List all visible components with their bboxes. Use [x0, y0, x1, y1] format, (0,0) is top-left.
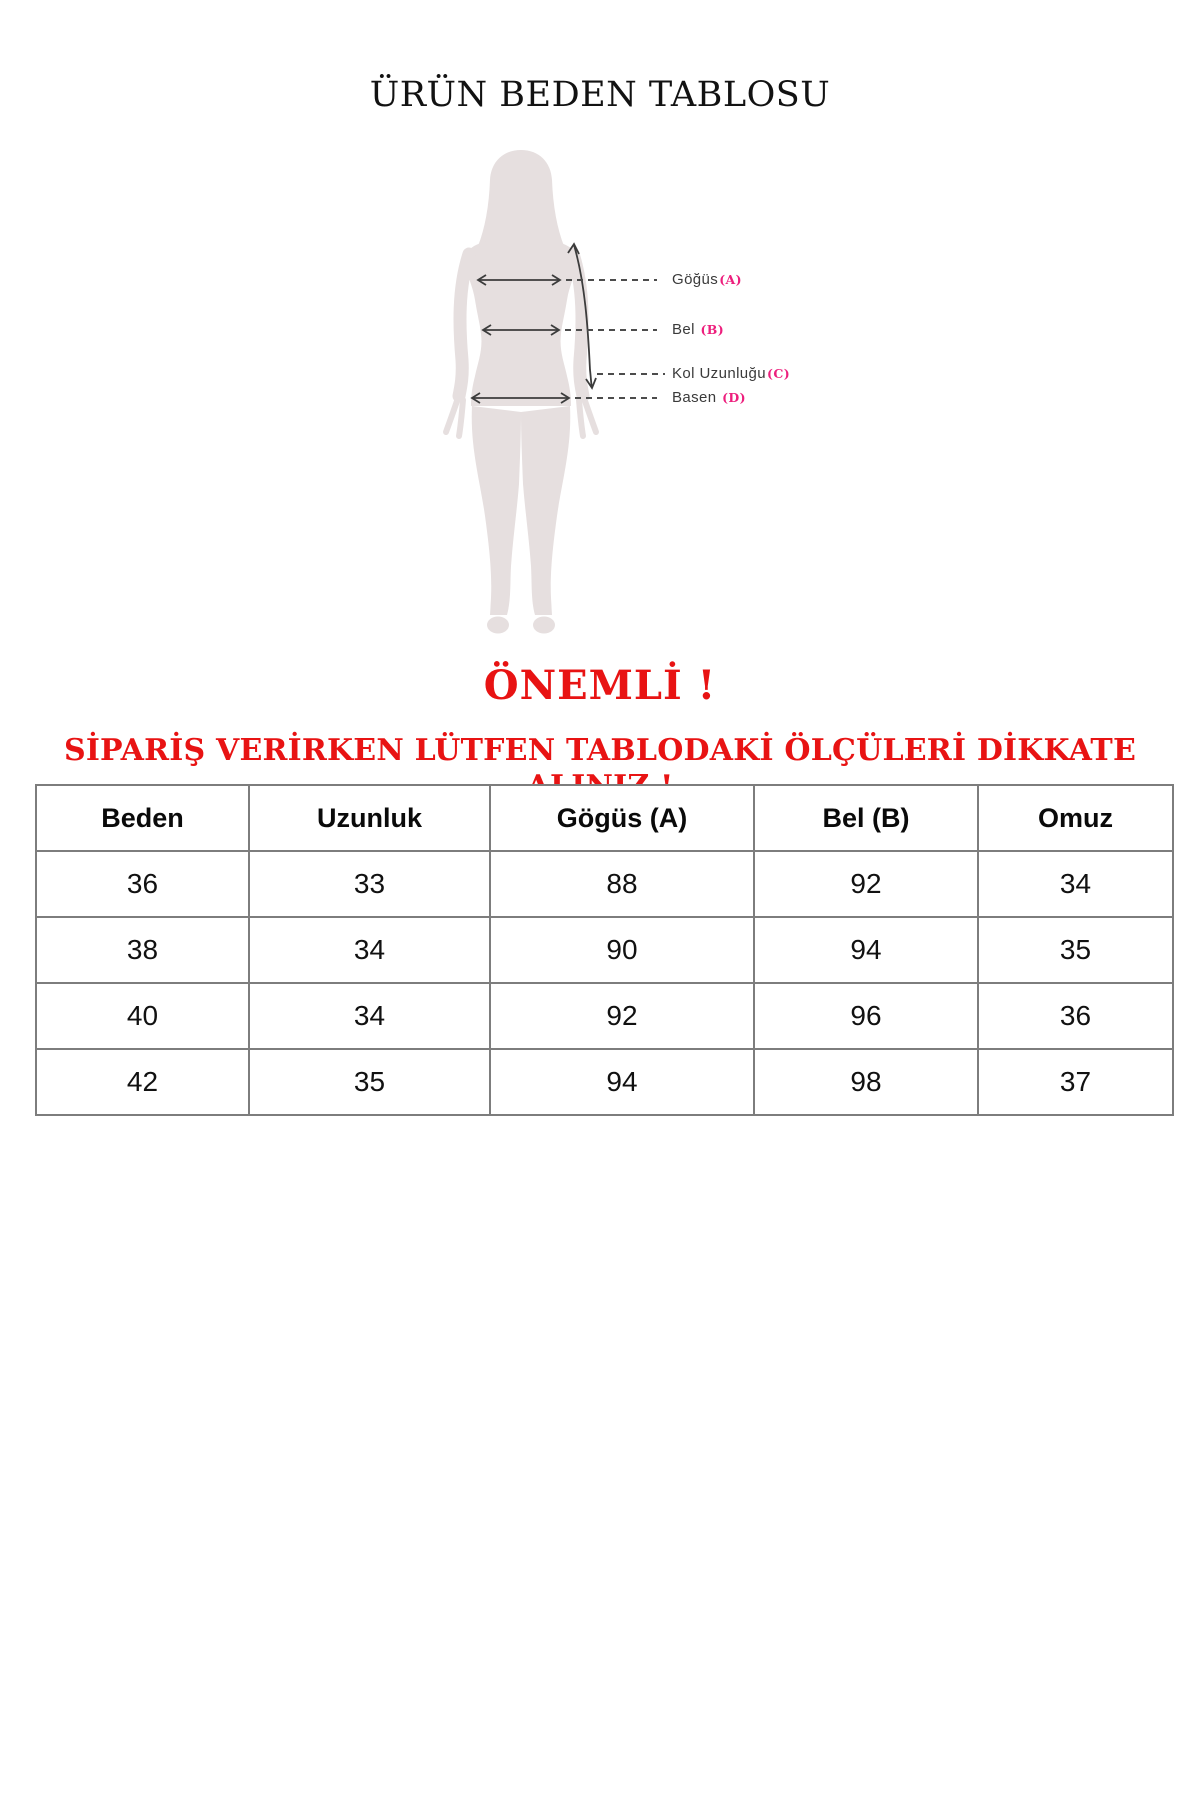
size-table: Beden Uzunluk Gögüs (A) Bel (B) Omuz 36 …: [35, 784, 1174, 1116]
measure-label-kol-uzunlugu: Kol Uzunluğu(C): [672, 365, 790, 383]
waist-measure-arrow: [481, 324, 561, 336]
cell-uzunluk: 34: [248, 916, 491, 984]
size-row-38: 38 34 90 94 35: [35, 916, 1174, 984]
cell-uzunluk: 34: [248, 982, 491, 1050]
cell-uzunluk: 35: [248, 1048, 491, 1116]
cell-uzunluk: 33: [248, 850, 491, 918]
header-bel: Bel (B): [753, 784, 979, 852]
header-omuz: Omuz: [977, 784, 1174, 852]
measure-label-bel-letter: (B): [700, 322, 725, 337]
cell-gogus: 90: [489, 916, 755, 984]
measure-label-basen: Basen (D): [672, 389, 746, 407]
cell-omuz: 34: [977, 850, 1174, 918]
measure-label-bel: Bel (B): [672, 321, 724, 339]
cell-beden: 38: [35, 916, 250, 984]
cell-omuz: 35: [977, 916, 1174, 984]
cell-omuz: 37: [977, 1048, 1174, 1116]
measure-label-basen-letter: (D): [722, 390, 746, 405]
cell-gogus: 94: [489, 1048, 755, 1116]
size-table-header-row: Beden Uzunluk Gögüs (A) Bel (B) Omuz: [35, 784, 1174, 852]
arm-length-measure-arrow: [567, 242, 597, 390]
cell-bel: 96: [753, 982, 979, 1050]
hip-measure-arrow: [470, 392, 571, 404]
cell-gogus: 92: [489, 982, 755, 1050]
body-silhouette: [464, 150, 578, 634]
female-body-silhouette-figure: [443, 150, 665, 634]
measure-label-gogus-letter: (A): [719, 272, 742, 287]
measure-label-kol-letter: (C): [767, 366, 791, 381]
size-row-42: 42 35 94 98 37: [35, 1048, 1174, 1116]
header-gogus: Gögüs (A): [489, 784, 755, 852]
cell-bel: 98: [753, 1048, 979, 1116]
header-beden: Beden: [35, 784, 250, 852]
page-title: ÜRÜN BEDEN TABLOSU: [369, 75, 831, 115]
body-hands: [443, 395, 599, 439]
cell-beden: 36: [35, 850, 250, 918]
measurement-diagram: Göğüs(A) Bel (B) Kol Uzunluğu(C) Basen (…: [0, 140, 1200, 675]
cell-bel: 94: [753, 916, 979, 984]
cell-bel: 92: [753, 850, 979, 918]
cell-omuz: 36: [977, 982, 1174, 1050]
measure-label-basen-text: Basen: [672, 389, 722, 406]
measure-label-bel-text: Bel: [672, 321, 700, 338]
chest-measure-arrow: [476, 274, 562, 286]
header-uzunluk: Uzunluk: [248, 784, 491, 852]
measure-label-gogus: Göğüs(A): [672, 271, 742, 289]
size-row-36: 36 33 88 92 34: [35, 850, 1174, 918]
important-heading: ÖNEMLİ !: [483, 662, 717, 709]
cell-gogus: 88: [489, 850, 755, 918]
cell-beden: 42: [35, 1048, 250, 1116]
size-row-40: 40 34 92 96 36: [35, 982, 1174, 1050]
measure-label-gogus-text: Göğüs: [672, 271, 719, 288]
measure-label-kol-text: Kol Uzunluğu: [672, 365, 767, 382]
cell-beden: 40: [35, 982, 250, 1050]
